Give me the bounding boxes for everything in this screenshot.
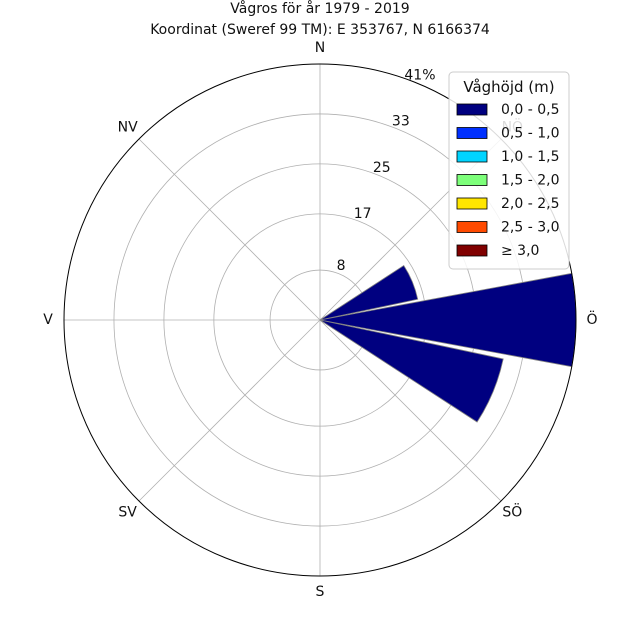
radial-tick-labels: 8 17 25 33 41% [337,67,436,273]
legend-label: 0,5 - 1,0 [501,126,559,142]
legend-label: 0,0 - 0,5 [501,102,559,118]
legend-label: ≥ 3,0 [501,243,539,259]
legend-swatch [456,197,488,210]
direction-label: SÖ [502,502,522,520]
legend-label: 2,5 - 3,0 [501,220,559,236]
rose-bars [319,265,577,423]
legend-swatch [456,103,488,116]
radial-tick-label: 33 [392,114,410,130]
grid-spoke [138,319,321,502]
direction-label: S [316,584,325,600]
direction-label: NV [118,120,138,136]
grid-spoke [138,138,321,321]
legend-swatch [456,244,488,257]
radial-tick-label: 17 [354,206,372,222]
legend-box [448,71,570,270]
legend-swatch [456,127,488,139]
direction-label: N [315,40,325,56]
rose-bar [319,319,504,423]
chart-subtitle: Koordinat (Sweref 99 TM): E 353767, N 61… [150,22,490,38]
rose-bar [319,265,419,321]
legend-swatch [456,221,488,233]
direction-label: Ö [586,310,597,328]
legend-swatch [456,150,488,163]
radial-tick-label: 25 [373,160,391,176]
legend-items: 0,0 - 0,5 0,5 - 1,0 1,0 - 1,5 1,5 - 2,0 2,0 … [456,102,559,259]
legend: Våghöjd (m) 0,0 - 0,5 0,5 - 1,0 1,0 - 1,5 1… [448,71,570,270]
legend-swatch [456,174,488,186]
legend-label: 1,0 - 1,5 [501,149,559,165]
legend-label: 2,0 - 2,5 [501,196,559,212]
legend-label: 1,5 - 2,0 [501,173,559,189]
chart-title: Vågros för år 1979 - 2019 [230,0,409,17]
polar-frame [63,63,577,577]
direction-label: SV [118,504,137,520]
radial-tick-label: 41% [404,67,435,83]
grid-spoke [319,319,502,502]
direction-label: V [43,312,53,328]
radial-tick-label: 8 [337,258,346,274]
legend-title: Våghöjd (m) [463,78,554,96]
